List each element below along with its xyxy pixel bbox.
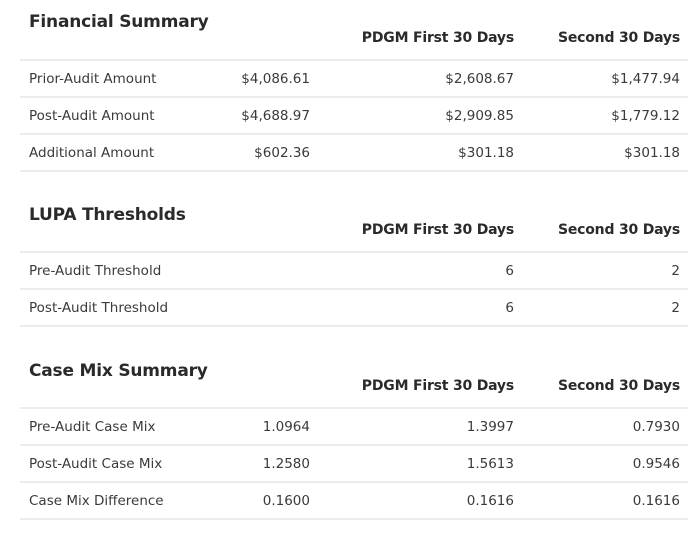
case-mix-summary-title: Case Mix Summary xyxy=(29,361,208,381)
first-30-value: $2,608.67 xyxy=(445,71,514,87)
table-row: Post-Audit Case Mix 1.2580 1.5613 0.9546 xyxy=(20,446,688,483)
first-30-value: 1.3997 xyxy=(466,419,514,435)
second-30-value: $301.18 xyxy=(624,145,680,161)
row-label: Post-Audit Threshold xyxy=(29,300,169,316)
financial-summary-section: Financial Summary PDGM First 30 Days Sec… xyxy=(20,12,688,172)
col-header-second-30-days: Second 30 Days xyxy=(557,222,680,238)
lupa-thresholds-section: LUPA Thresholds PDGM First 30 Days Secon… xyxy=(20,205,688,330)
total-value: 1.2580 xyxy=(262,456,310,472)
second-30-value: 0.1616 xyxy=(632,493,680,509)
first-30-value: 0.1616 xyxy=(466,493,514,509)
second-30-value: 0.9546 xyxy=(632,456,680,472)
col-header-first-30-days: PDGM First 30 Days xyxy=(361,378,514,394)
case-mix-summary-section: Case Mix Summary PDGM First 30 Days Seco… xyxy=(20,361,688,526)
row-label: Post-Audit Case Mix xyxy=(29,456,163,472)
first-30-value: $2,909.85 xyxy=(445,108,514,124)
row-label: Case Mix Difference xyxy=(29,493,164,509)
second-30-value: $1,779.12 xyxy=(611,108,680,124)
first-30-value: 6 xyxy=(505,263,514,279)
total-value: $4,688.97 xyxy=(241,108,310,124)
financial-summary-table: Prior-Audit Amount $4,086.61 $2,608.67 $… xyxy=(20,59,688,172)
table-row: Case Mix Difference 0.1600 0.1616 0.1616 xyxy=(20,483,688,520)
col-header-second-30-days: Second 30 Days xyxy=(557,378,680,394)
row-label: Pre-Audit Case Mix xyxy=(29,419,156,435)
table-row: Additional Amount $602.36 $301.18 $301.1… xyxy=(20,135,688,172)
second-30-value: 2 xyxy=(671,300,680,316)
table-row: Post-Audit Threshold 6 2 xyxy=(20,290,688,327)
total-value: $4,086.61 xyxy=(241,71,310,87)
table-row: Post-Audit Amount $4,688.97 $2,909.85 $1… xyxy=(20,98,688,135)
first-30-value: 6 xyxy=(505,300,514,316)
lupa-thresholds-title: LUPA Thresholds xyxy=(29,205,186,225)
col-header-first-30-days: PDGM First 30 Days xyxy=(361,30,514,46)
col-header-first-30-days: PDGM First 30 Days xyxy=(361,222,514,238)
row-label: Additional Amount xyxy=(29,145,155,161)
second-30-value: 2 xyxy=(671,263,680,279)
total-value: 1.0964 xyxy=(262,419,310,435)
case-mix-summary-table: Pre-Audit Case Mix 1.0964 1.3997 0.7930 … xyxy=(20,407,688,520)
row-label: Pre-Audit Threshold xyxy=(29,263,162,279)
financial-summary-title: Financial Summary xyxy=(29,12,209,32)
table-row: Pre-Audit Threshold 6 2 xyxy=(20,253,688,290)
row-label: Post-Audit Amount xyxy=(29,108,155,124)
total-value: 0.1600 xyxy=(262,493,310,509)
table-row: Prior-Audit Amount $4,086.61 $2,608.67 $… xyxy=(20,61,688,98)
col-header-second-30-days: Second 30 Days xyxy=(557,30,680,46)
second-30-value: 0.7930 xyxy=(632,419,680,435)
total-value: $602.36 xyxy=(254,145,310,161)
row-label: Prior-Audit Amount xyxy=(29,71,157,87)
first-30-value: $301.18 xyxy=(458,145,514,161)
lupa-thresholds-table: Pre-Audit Threshold 6 2 Post-Audit Thres… xyxy=(20,251,688,327)
table-row: Pre-Audit Case Mix 1.0964 1.3997 0.7930 xyxy=(20,409,688,446)
second-30-value: $1,477.94 xyxy=(611,71,680,87)
first-30-value: 1.5613 xyxy=(466,456,514,472)
